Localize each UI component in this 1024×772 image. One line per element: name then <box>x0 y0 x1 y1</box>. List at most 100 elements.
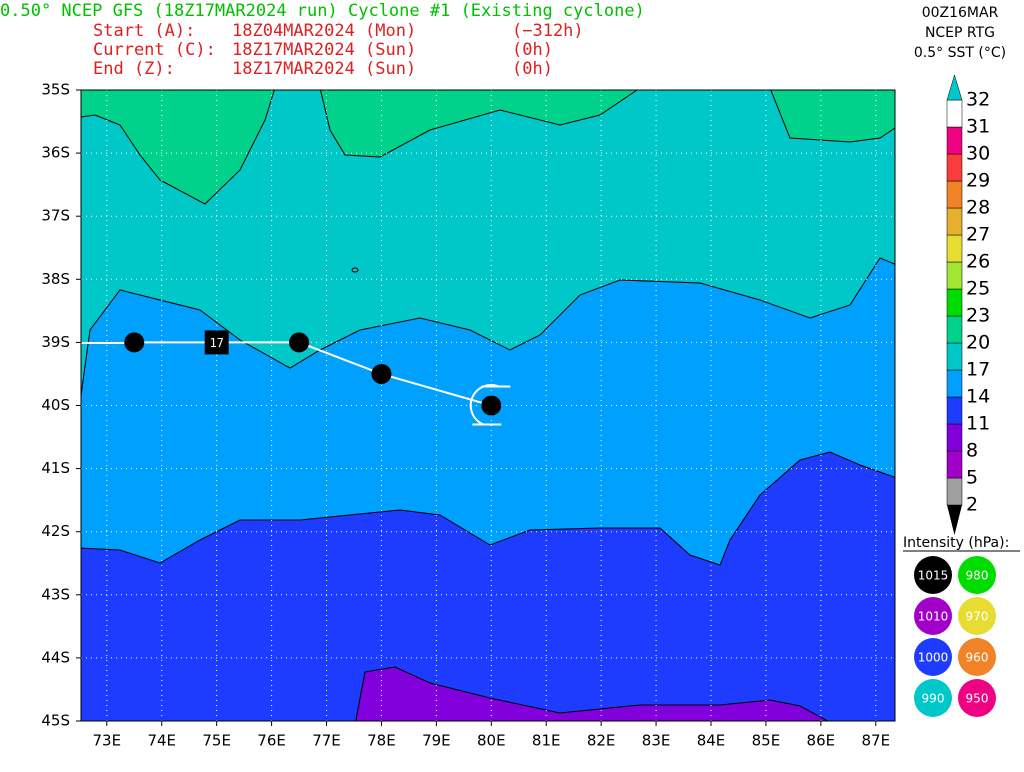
lon-label: 73E <box>93 732 122 750</box>
colorbar-label: 30 <box>966 143 990 165</box>
lat-label: 44S <box>41 648 70 666</box>
track-point <box>124 332 145 353</box>
header-text: (−312h) <box>512 21 584 41</box>
lat-label: 43S <box>41 585 70 603</box>
header-text: 18Z04MAR2024 (Mon) <box>232 21 416 41</box>
colorbar-label: 32 <box>966 89 990 111</box>
colorbar-label: 31 <box>966 116 990 138</box>
intensity-label: 1000 <box>918 651 949 665</box>
colorbar-cell <box>946 99 963 128</box>
track-square <box>204 330 229 355</box>
colorbar-over <box>946 74 963 101</box>
colorbar-cell <box>946 396 963 425</box>
colorbar-cell <box>946 234 963 263</box>
intensity-label: 980 <box>966 569 989 583</box>
sst-region <box>81 451 895 721</box>
lat-label: 42S <box>41 522 70 540</box>
lon-label: 78E <box>367 732 396 750</box>
lon-label: 77E <box>312 732 341 750</box>
colorbar-label: 29 <box>966 170 990 192</box>
lat-label: 40S <box>41 396 70 414</box>
colorbar-label: 2 <box>966 494 978 516</box>
header-text: (0h) <box>512 40 553 60</box>
track-point <box>289 332 310 353</box>
colorbar-cell <box>946 153 963 182</box>
lon-label: 86E <box>807 732 836 750</box>
sst-region <box>355 666 829 721</box>
track-label: 17 <box>209 336 223 350</box>
colorbar-cell <box>946 180 963 209</box>
lat-label: 37S <box>41 207 70 225</box>
colorbar-under <box>947 505 962 535</box>
colorbar-label: 5 <box>966 467 978 489</box>
intensity-swatch <box>958 556 996 594</box>
intensity-swatch <box>914 556 952 594</box>
island <box>351 267 359 273</box>
colorbar-cell <box>946 450 963 479</box>
lon-label: 87E <box>861 732 890 750</box>
header-text: Current (C): <box>93 40 216 60</box>
lon-label: 84E <box>697 732 726 750</box>
track-point <box>371 363 392 384</box>
lat-label: 41S <box>41 459 70 477</box>
colorbar-label: 11 <box>966 413 990 435</box>
intensity-swatch <box>958 638 996 676</box>
colorbar-label: 27 <box>966 224 990 246</box>
lon-label: 81E <box>532 732 561 750</box>
storm-symbol <box>469 383 511 426</box>
header-right: NCEP RTG <box>925 25 995 41</box>
intensity-swatch <box>914 638 952 676</box>
colorbar-label: 8 <box>966 440 978 462</box>
colorbar-label: 25 <box>966 278 990 300</box>
track-point <box>481 395 502 416</box>
colorbar-cell <box>946 342 963 371</box>
header-text: Start (A): <box>93 21 195 41</box>
colorbar-cell <box>946 369 963 398</box>
intensity-swatch <box>958 679 996 717</box>
colorbar-label: 28 <box>966 197 990 219</box>
lon-label: 83E <box>642 732 671 750</box>
colorbar-label: 17 <box>966 359 990 381</box>
intensity-label: 970 <box>966 610 989 624</box>
colorbar-cell <box>946 207 963 236</box>
colorbar-label: 26 <box>966 251 990 273</box>
colorbar-cell <box>946 126 963 155</box>
sst-field: 17 <box>81 90 895 721</box>
colorbar-cell <box>946 477 963 506</box>
colorbar-label: 20 <box>966 332 990 354</box>
header-text: 18Z17MAR2024 (Sun) <box>232 40 416 60</box>
colorbar-cell <box>946 288 963 317</box>
intensity-label: 950 <box>966 692 989 706</box>
lon-label: 80E <box>477 732 506 750</box>
lon-label: 74E <box>147 732 176 750</box>
header-text: (0h) <box>512 59 553 79</box>
intensity-label: 1015 <box>918 569 949 583</box>
colorbar-cell <box>946 315 963 344</box>
header-text: 18Z17MAR2024 (Sun) <box>232 59 416 79</box>
lat-label: 36S <box>41 144 70 162</box>
lon-label: 79E <box>422 732 451 750</box>
intensity-label: 990 <box>922 692 945 706</box>
intensity-swatch <box>914 597 952 635</box>
lat-label: 45S <box>41 712 70 730</box>
lon-label: 76E <box>257 732 286 750</box>
header-text: End (Z): <box>93 59 175 79</box>
lat-label: 39S <box>41 333 70 351</box>
lon-label: 82E <box>587 732 616 750</box>
lon-label: 75E <box>202 732 231 750</box>
colorbar-cell <box>946 423 963 452</box>
intensity-swatch <box>958 597 996 635</box>
lat-label: 35S <box>41 81 70 99</box>
colorbar-label: 23 <box>966 305 990 327</box>
colorbar-cell <box>946 261 963 290</box>
intensity-label: 1010 <box>918 610 949 624</box>
header-right: 00Z16MAR <box>922 5 999 21</box>
intensity-title: Intensity (hPa): <box>903 535 1009 551</box>
intensity-label: 960 <box>966 651 989 665</box>
intensity-swatch <box>914 679 952 717</box>
header-right: 0.5° SST (°C) <box>914 45 1006 61</box>
title: 0.50° NCEP GFS (18Z17MAR2024 run) Cyclon… <box>0 1 645 21</box>
colorbar-label: 14 <box>966 386 990 408</box>
lat-label: 38S <box>41 270 70 288</box>
